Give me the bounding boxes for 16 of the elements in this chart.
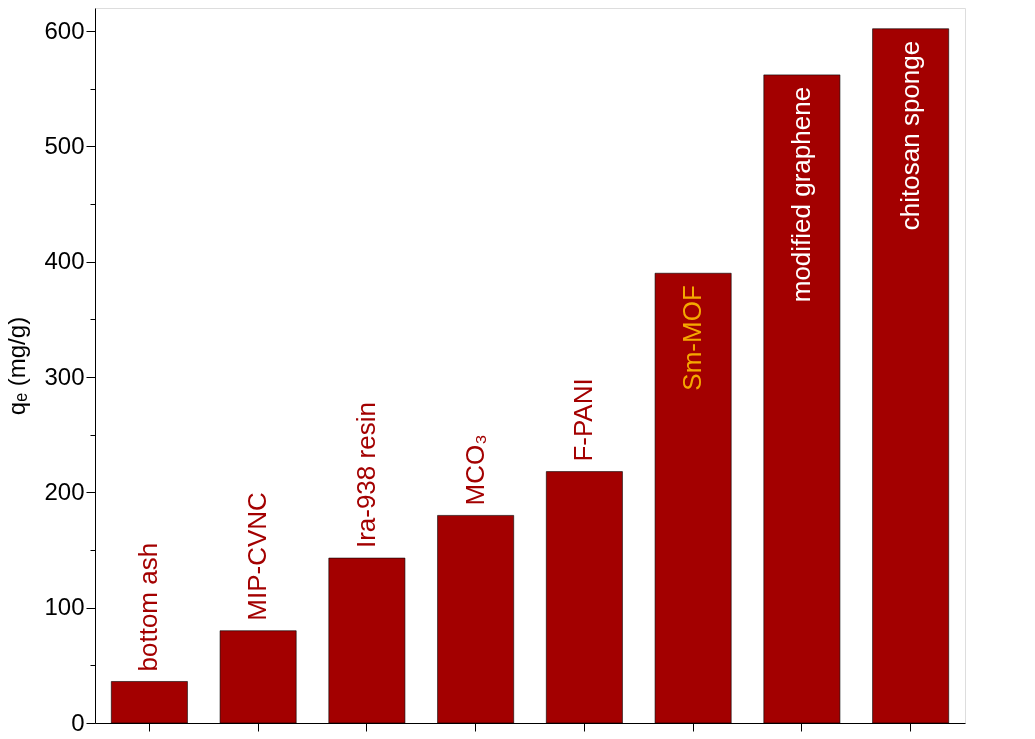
x-tick-label: MIP-CVNC: [242, 492, 273, 621]
x-tick-label: Sm-MOF: [677, 285, 708, 391]
y-axis-title: qₑ (mg/g): [3, 316, 31, 416]
y-tick-label: 200: [44, 477, 85, 505]
y-tick-label: 400: [44, 247, 85, 275]
y-tick-label: 100: [44, 593, 85, 621]
y-tick-label: 500: [44, 131, 85, 159]
y-tick-label: 300: [44, 362, 85, 390]
x-tick-label: F-PANI: [568, 378, 599, 462]
x-tick-label: chitosan sponge: [894, 40, 925, 231]
x-tick-label: MCO₃: [459, 434, 490, 506]
x-tick-label: Ira-938 resin: [350, 402, 381, 549]
y-tick-label: 0: [71, 708, 85, 736]
x-tick-label: bottom ash: [133, 542, 164, 672]
x-tick-label: modified graphene: [785, 86, 816, 303]
y-tick-label: 600: [44, 16, 85, 44]
